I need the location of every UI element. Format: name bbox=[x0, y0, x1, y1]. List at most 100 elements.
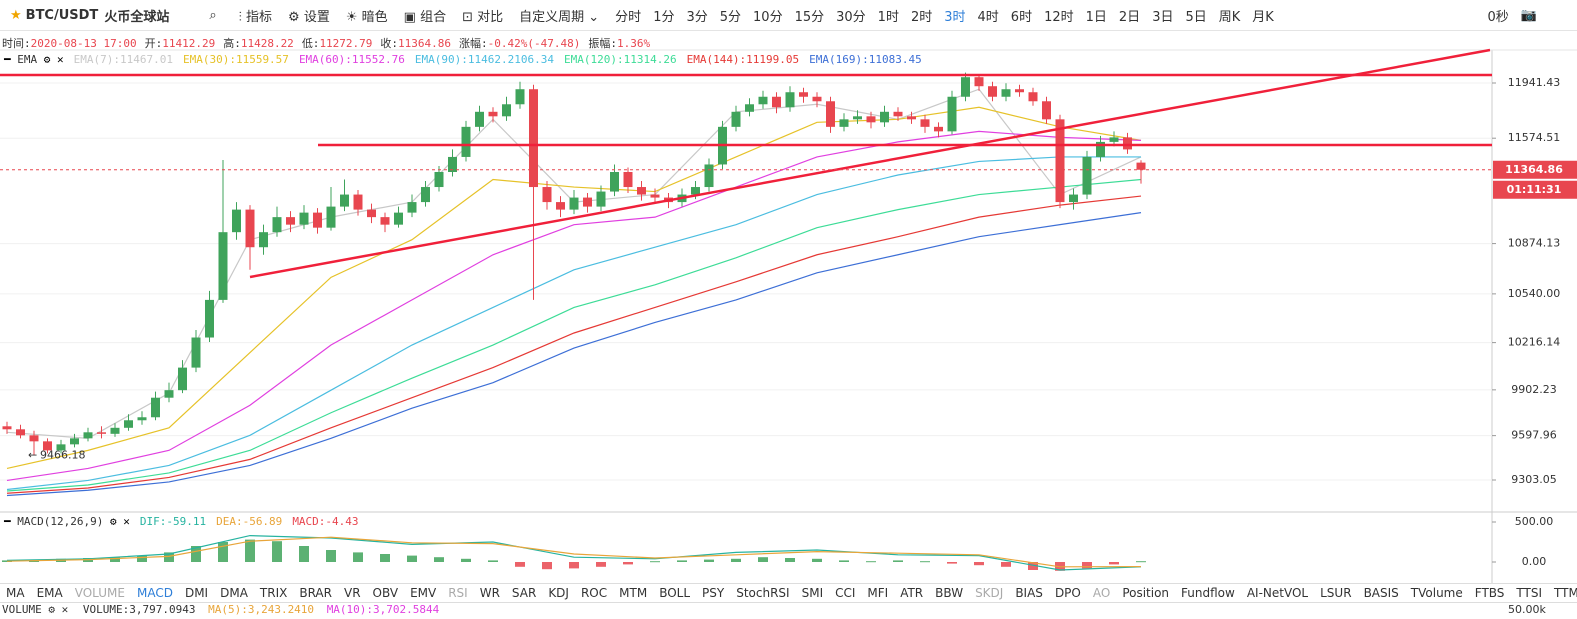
indicator-tab[interactable]: EMA bbox=[36, 586, 63, 600]
indicator-tab[interactable]: MACD bbox=[136, 586, 173, 600]
macd-bar bbox=[677, 560, 687, 562]
indicator-tabs: MA EMA VOLUME MACD DMI DMA TRIX BRAR VR OBV EMV RSI… bbox=[0, 583, 1577, 603]
indicator-tab[interactable]: BASIS bbox=[1363, 586, 1399, 600]
custom-period[interactable]: 自定义周期 ⌄ bbox=[519, 9, 600, 25]
macd-bar bbox=[110, 557, 120, 562]
indicator-tab[interactable]: SMI bbox=[801, 586, 824, 600]
info-label: 收: bbox=[380, 37, 399, 50]
macd-bar bbox=[1082, 562, 1092, 569]
indicator-tab[interactable]: MFI bbox=[867, 586, 889, 600]
indicator-tab[interactable]: ROC bbox=[580, 586, 608, 600]
period[interactable]: 6时 bbox=[1010, 9, 1033, 25]
indicator-tab[interactable]: DMI bbox=[184, 586, 209, 600]
ema-line bbox=[6, 195, 1142, 494]
period[interactable]: 分时 bbox=[615, 9, 642, 25]
candle-body bbox=[826, 101, 835, 127]
y-tick-label: 9597.96 bbox=[1511, 429, 1557, 442]
period[interactable]: 1分 bbox=[653, 9, 675, 25]
tool-button[interactable]: ☀ 暗色 bbox=[345, 9, 388, 25]
indicator-tab[interactable]: TVolume bbox=[1410, 586, 1463, 600]
candle-body bbox=[583, 197, 592, 207]
period[interactable]: 5分 bbox=[719, 9, 742, 25]
macd-bar bbox=[407, 555, 417, 562]
candle-body bbox=[947, 96, 957, 132]
indicator-tab[interactable]: BBW bbox=[935, 586, 964, 600]
indicator-tab[interactable]: DMA bbox=[220, 586, 248, 600]
indicator-tab[interactable]: VOLUME bbox=[74, 586, 125, 600]
indicator-tab[interactable]: ATR bbox=[900, 586, 924, 600]
macd-label: MACD:-4.43 bbox=[292, 515, 358, 528]
indicator-tab[interactable]: AO bbox=[1092, 586, 1111, 600]
candle-body bbox=[340, 194, 349, 207]
period[interactable]: 2日 bbox=[1118, 9, 1141, 25]
tool-button[interactable]: ⚙ 设置 bbox=[288, 9, 330, 25]
candle-body bbox=[1055, 119, 1065, 203]
star-icon[interactable]: ★ bbox=[10, 7, 22, 23]
tool-button[interactable]: ▣ 组合 bbox=[403, 9, 447, 25]
indicator-tab[interactable]: CCI bbox=[835, 586, 856, 600]
search-icon[interactable]: ⌕ bbox=[209, 7, 217, 23]
candle-body bbox=[866, 116, 876, 123]
period[interactable]: 3分 bbox=[686, 9, 708, 25]
period[interactable]: 12时 bbox=[1044, 9, 1074, 25]
y-tick-label: 10540.00 bbox=[1508, 287, 1561, 300]
indicator-tab[interactable]: SKDJ bbox=[975, 586, 1004, 600]
indicator-tab[interactable]: Fundflow bbox=[1181, 586, 1235, 600]
candle-body bbox=[880, 111, 889, 123]
indicator-tab[interactable]: EMV bbox=[410, 586, 437, 600]
y-tick-label: 10874.13 bbox=[1508, 237, 1561, 250]
info-value: 11428.22 bbox=[240, 37, 294, 50]
indicator-tab[interactable]: SAR bbox=[511, 586, 537, 600]
camera-icon[interactable]: 📷 bbox=[1520, 7, 1537, 23]
indicator-tab[interactable]: DPO bbox=[1054, 586, 1081, 600]
period[interactable]: 15分 bbox=[794, 9, 825, 25]
indicator-tab[interactable]: RSI bbox=[448, 586, 468, 600]
tool-button[interactable]: ⫶ 指标 bbox=[238, 9, 273, 25]
indicator-tab[interactable]: WR bbox=[479, 586, 500, 600]
period[interactable]: 1时 bbox=[877, 9, 899, 25]
period[interactable]: 5日 bbox=[1185, 9, 1207, 25]
indicator-tab[interactable]: MTM bbox=[619, 586, 648, 600]
candle-body bbox=[988, 86, 997, 97]
tool-button[interactable]: ⊡ 对比 bbox=[462, 9, 504, 25]
indicator-tab[interactable]: AI-NetVOL bbox=[1246, 586, 1309, 600]
macd-bar bbox=[461, 558, 471, 562]
period[interactable]: 3日 bbox=[1152, 9, 1174, 25]
period[interactable]: 周K bbox=[1218, 9, 1241, 25]
indicator-tab[interactable]: OBV bbox=[372, 586, 399, 600]
indicator-tab[interactable]: FTBS bbox=[1474, 586, 1505, 600]
indicator-tab[interactable]: VR bbox=[343, 586, 361, 600]
period[interactable]: 1日 bbox=[1085, 9, 1107, 25]
indicator-tab[interactable]: LSUR bbox=[1320, 586, 1352, 600]
candle-body bbox=[1136, 162, 1146, 170]
indicator-tab[interactable]: BRAR bbox=[299, 586, 332, 600]
indicator-tab[interactable]: MA bbox=[6, 586, 25, 600]
indicator-tab[interactable]: Position bbox=[1122, 586, 1170, 600]
macd-bar bbox=[515, 562, 525, 567]
period[interactable]: 3时 bbox=[944, 9, 966, 25]
indicator-tab[interactable]: StochRSI bbox=[736, 586, 790, 600]
indicator-tab[interactable]: PSY bbox=[702, 586, 725, 600]
candle-body bbox=[637, 187, 646, 195]
candle-body bbox=[205, 299, 214, 338]
period[interactable]: 30分 bbox=[836, 9, 866, 25]
indicator-tab[interactable]: BOLL bbox=[659, 586, 691, 600]
symbol[interactable]: BTC/USDT bbox=[25, 7, 99, 23]
info-bar: 时间:2020-08-13 17:00 开:11412.29 高:11428.22 低… bbox=[2, 35, 658, 51]
indicator-tab[interactable]: BIAS bbox=[1015, 586, 1043, 600]
indicator-tab[interactable]: TTMU bbox=[1554, 586, 1577, 600]
period[interactable]: 2时 bbox=[910, 9, 933, 25]
indicator-tab[interactable]: TTSI bbox=[1516, 586, 1543, 600]
macd-bar bbox=[596, 562, 606, 567]
macd-bar bbox=[893, 560, 903, 562]
period[interactable]: 月K bbox=[1252, 9, 1274, 25]
period[interactable]: 10分 bbox=[753, 9, 783, 25]
candle-body bbox=[1096, 141, 1105, 157]
indicator-tab[interactable]: TRIX bbox=[259, 586, 288, 600]
info-label: 振幅: bbox=[588, 37, 617, 50]
countdown: 01:11:31 bbox=[1507, 183, 1562, 196]
macd-bar bbox=[326, 550, 336, 562]
indicator-tab[interactable]: KDJ bbox=[548, 586, 569, 600]
candle-body bbox=[704, 164, 714, 188]
period[interactable]: 4时 bbox=[977, 9, 999, 25]
